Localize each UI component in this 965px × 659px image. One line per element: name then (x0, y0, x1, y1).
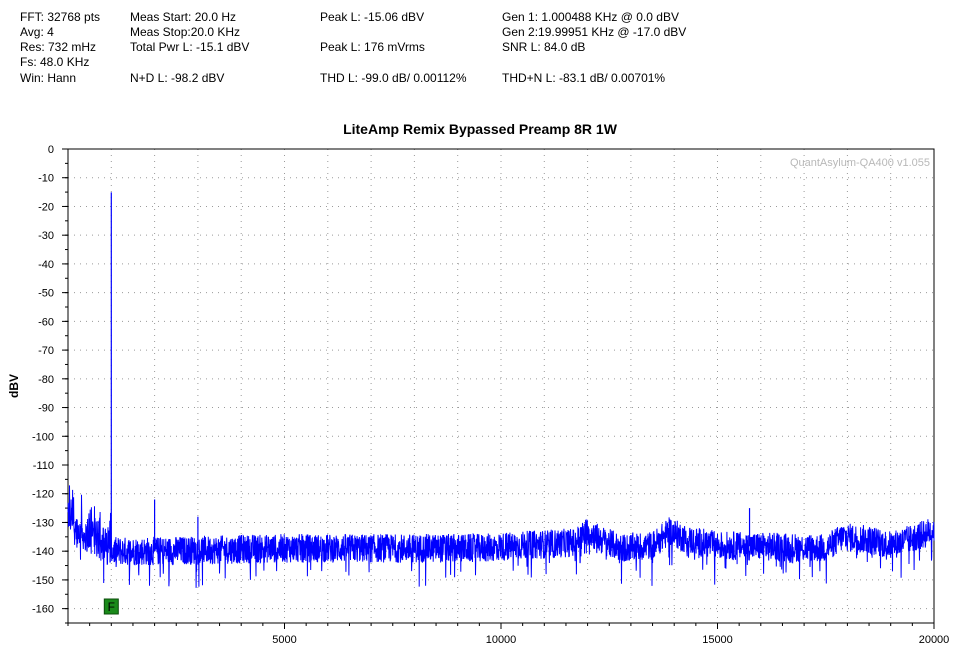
window-type: Win: Hann (20, 71, 77, 85)
peak-mvrms: Peak L: 176 mVrms (320, 40, 425, 54)
meas-stop: Meas Stop:20.0 KHz (130, 25, 241, 39)
peak-dbv: Peak L: -15.06 dBV (320, 10, 425, 24)
resolution: Res: 732 mHz (20, 40, 97, 54)
fft-size: FFT: 32768 pts (20, 10, 101, 24)
thd-n-value: THD+N L: -83.1 dB/ 0.00701% (502, 71, 666, 85)
y-tick-label: -40 (38, 259, 54, 271)
y-tick-label: -80 (38, 374, 54, 386)
noise-distortion: N+D L: -98.2 dBV (130, 71, 225, 85)
y-axis-label: dBV (7, 374, 21, 398)
y-tick-label: -130 (32, 517, 54, 529)
y-tick-label: -90 (38, 403, 54, 415)
axis-ticks: 0 -10 -20 -30 -40 -50 -60 -70 -80 -90 -100 -110 -120… (32, 144, 949, 646)
y-tick-label: -120 (32, 489, 54, 501)
y-tick-label: -160 (32, 604, 54, 616)
y-tick-label: -60 (38, 316, 54, 328)
watermark: QuantAsylum-QA400 v1.055 (790, 157, 930, 169)
meas-start: Meas Start: 20.0 Hz (130, 10, 237, 24)
average-count: Avg: 4 (20, 25, 54, 39)
y-tick-label: -30 (38, 230, 54, 242)
y-tick-label: -140 (32, 546, 54, 558)
y-tick-label: -20 (38, 201, 54, 213)
y-tick-label: -10 (38, 173, 54, 185)
thd-value: THD L: -99.0 dB/ 0.00112% (320, 71, 467, 85)
y-tick-label: -70 (38, 345, 54, 357)
sample-rate: Fs: 48.0 KHz (20, 55, 90, 69)
generator-2: Gen 2:19.99951 KHz @ -17.0 dBV (502, 25, 687, 39)
y-tick-label: -50 (38, 288, 54, 300)
snr-value: SNR L: 84.0 dB (502, 40, 586, 54)
y-tick-label: -110 (33, 460, 54, 472)
x-tick-label: 15000 (702, 634, 733, 646)
marker-label: F (108, 600, 115, 614)
y-tick-label: -100 (32, 431, 54, 443)
grid (68, 149, 934, 623)
chart-title: LiteAmp Remix Bypassed Preamp 8R 1W (343, 121, 618, 137)
total-power: Total Pwr L: -15.1 dBV (130, 40, 250, 54)
x-tick-label: 5000 (272, 634, 296, 646)
x-tick-label: 20000 (919, 634, 950, 646)
y-tick-label: 0 (48, 144, 54, 156)
noise-floor-line (67, 485, 935, 588)
spectrum-trace (67, 192, 935, 588)
frequency-marker[interactable]: F (103, 598, 119, 615)
x-tick-label: 10000 (486, 634, 517, 646)
marker-box[interactable] (103, 598, 119, 615)
y-tick-label: -150 (32, 575, 54, 587)
generator-1: Gen 1: 1.000488 KHz @ 0.0 dBV (502, 10, 679, 24)
